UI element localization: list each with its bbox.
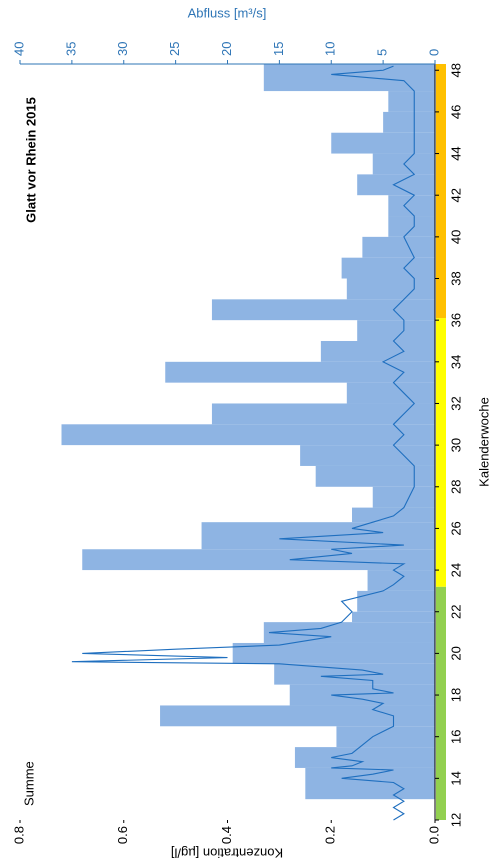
x-tick-label: 46 [448,105,463,119]
bar [357,174,435,196]
x-tick-label: 20 [448,646,463,660]
bar [320,340,435,362]
bar [388,195,435,217]
x-tick-label: 36 [448,313,463,327]
y-tick-label: 0.4 [219,826,234,844]
flow-line [71,65,416,821]
bar [331,132,435,154]
x-tick-label: 24 [448,563,463,577]
bar [289,684,435,706]
x-tick-label: 40 [448,230,463,244]
x-tick-label: 44 [448,146,463,160]
y2-tick-label: 30 [115,42,130,56]
bar [352,611,435,623]
week-band [436,64,446,319]
bar [388,216,435,237]
bar [160,705,435,727]
chart-title: Glatt vor Rhein 2015 [23,97,38,223]
bar [211,299,435,321]
y2-tick-label: 35 [63,42,78,56]
bar [362,236,435,258]
x-tick-label: 16 [448,729,463,743]
bar [201,522,435,550]
bar [305,767,435,800]
x-tick-label: 18 [448,688,463,702]
week-band [436,586,446,820]
y-axis-label: Konzentration [µg/l] [171,846,283,861]
x-axis-label: Kalenderwoche [476,397,491,487]
y2-tick-label: 15 [271,42,286,56]
x-tick-label: 28 [448,480,463,494]
x-tick-label: 34 [448,355,463,369]
x-tick-label: 26 [448,521,463,535]
x-tick-label: 22 [448,605,463,619]
x-tick-label: 30 [448,438,463,452]
bar [263,64,435,92]
x-tick-label: 32 [448,396,463,410]
x-tick-label: 42 [448,188,463,202]
bar [263,622,435,643]
bar [211,403,435,425]
bar [346,382,435,404]
bar [367,570,435,591]
y-tick-label: 0.2 [323,826,338,844]
y2-tick-label: 0 [426,49,441,56]
annotation: Summe [21,761,36,806]
y-tick-label: 0.6 [115,826,130,844]
bar [352,507,435,523]
bar [346,278,435,300]
week-band [436,318,446,587]
y2-tick-label: 10 [323,42,338,56]
x-tick-label: 14 [448,771,463,785]
y2-tick-label: 5 [375,49,390,56]
bar [357,590,435,612]
x-tick-label: 48 [448,63,463,77]
bar [165,361,435,383]
bar [274,663,435,685]
rotated-chart: Glatt vor Rhein 2015 Summe Kalenderwoche… [11,5,491,860]
y2-tick-label: 40 [11,42,26,56]
bar [82,549,435,571]
bar [294,747,435,768]
y-tick-label: 0.0 [426,826,441,844]
bar [315,465,435,487]
bar [372,486,435,508]
y2-tick-label: 20 [219,42,234,56]
bar [300,445,435,466]
y2-axis-label: Abfluss [m³/s] [188,5,267,20]
y2-tick-label: 25 [167,42,182,56]
bar [61,424,435,446]
bar [232,642,435,664]
x-tick-label: 38 [448,271,463,285]
bar [383,111,435,133]
bar [357,320,435,341]
y-tick-label: 0.8 [11,826,26,844]
bar [388,91,435,112]
bar [341,257,435,279]
x-tick-label: 12 [448,813,463,827]
bar [336,726,435,748]
